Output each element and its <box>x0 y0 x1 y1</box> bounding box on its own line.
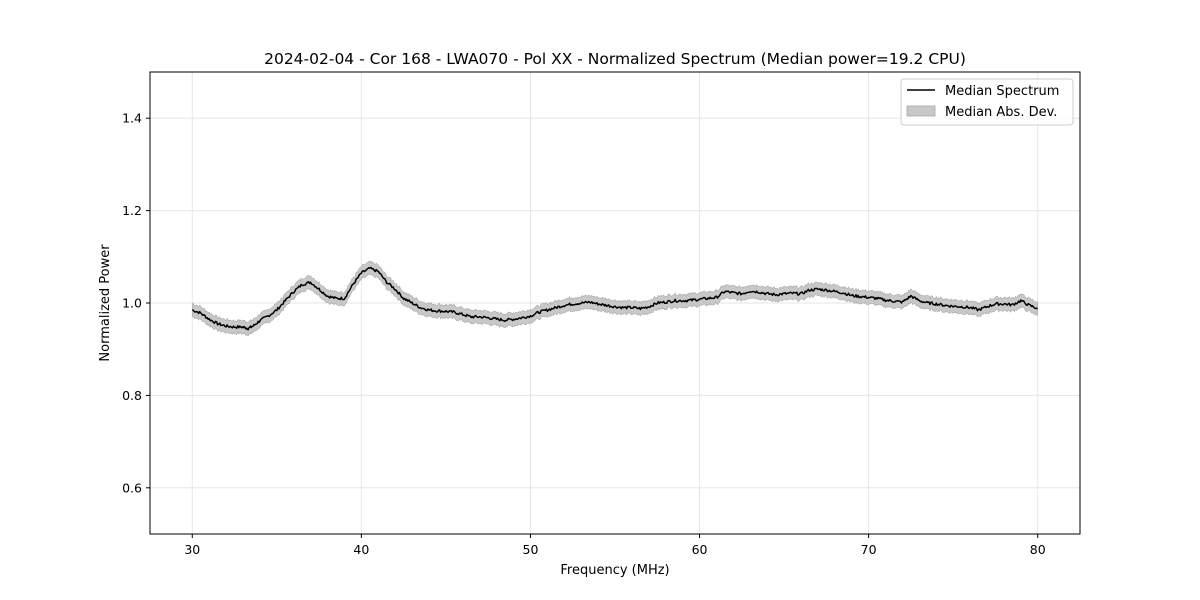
legend-box <box>900 78 1074 126</box>
x-tick-label: 50 <box>523 542 539 557</box>
mad-band-layer <box>192 260 1038 337</box>
y-axis-label: Normalized Power <box>98 244 113 362</box>
y-tick-label: 0.6 <box>122 480 142 495</box>
median-spectrum-layer <box>192 266 1038 331</box>
legend-band-swatch <box>906 105 936 117</box>
y-tick-label: 1.4 <box>122 111 142 126</box>
x-axis-ticks: 30 40 50 60 70 80 <box>184 534 1046 557</box>
x-tick-label: 70 <box>861 542 877 557</box>
y-tick-label: 1.2 <box>122 203 142 218</box>
legend-label-median-spectrum: Median Spectrum <box>945 84 1059 99</box>
x-axis-label: Frequency (MHz) <box>560 563 669 578</box>
x-tick-label: 80 <box>1030 542 1046 557</box>
legend-label-median-abs-dev: Median Abs. Dev. <box>945 105 1057 120</box>
y-tick-label: 1.0 <box>122 296 142 311</box>
chart-title: 2024-02-04 - Cor 168 - LWA070 - Pol XX -… <box>264 50 966 68</box>
y-tick-label: 0.8 <box>122 388 142 403</box>
x-tick-label: 40 <box>353 542 369 557</box>
x-tick-label: 60 <box>692 542 708 557</box>
y-axis-ticks: 0.6 0.8 1.0 1.2 1.4 <box>122 111 150 495</box>
mad-band <box>192 260 1038 337</box>
x-tick-label: 30 <box>184 542 200 557</box>
median-spectrum-line <box>192 266 1038 331</box>
legend: Median Spectrum Median Abs. Dev. <box>900 78 1074 126</box>
